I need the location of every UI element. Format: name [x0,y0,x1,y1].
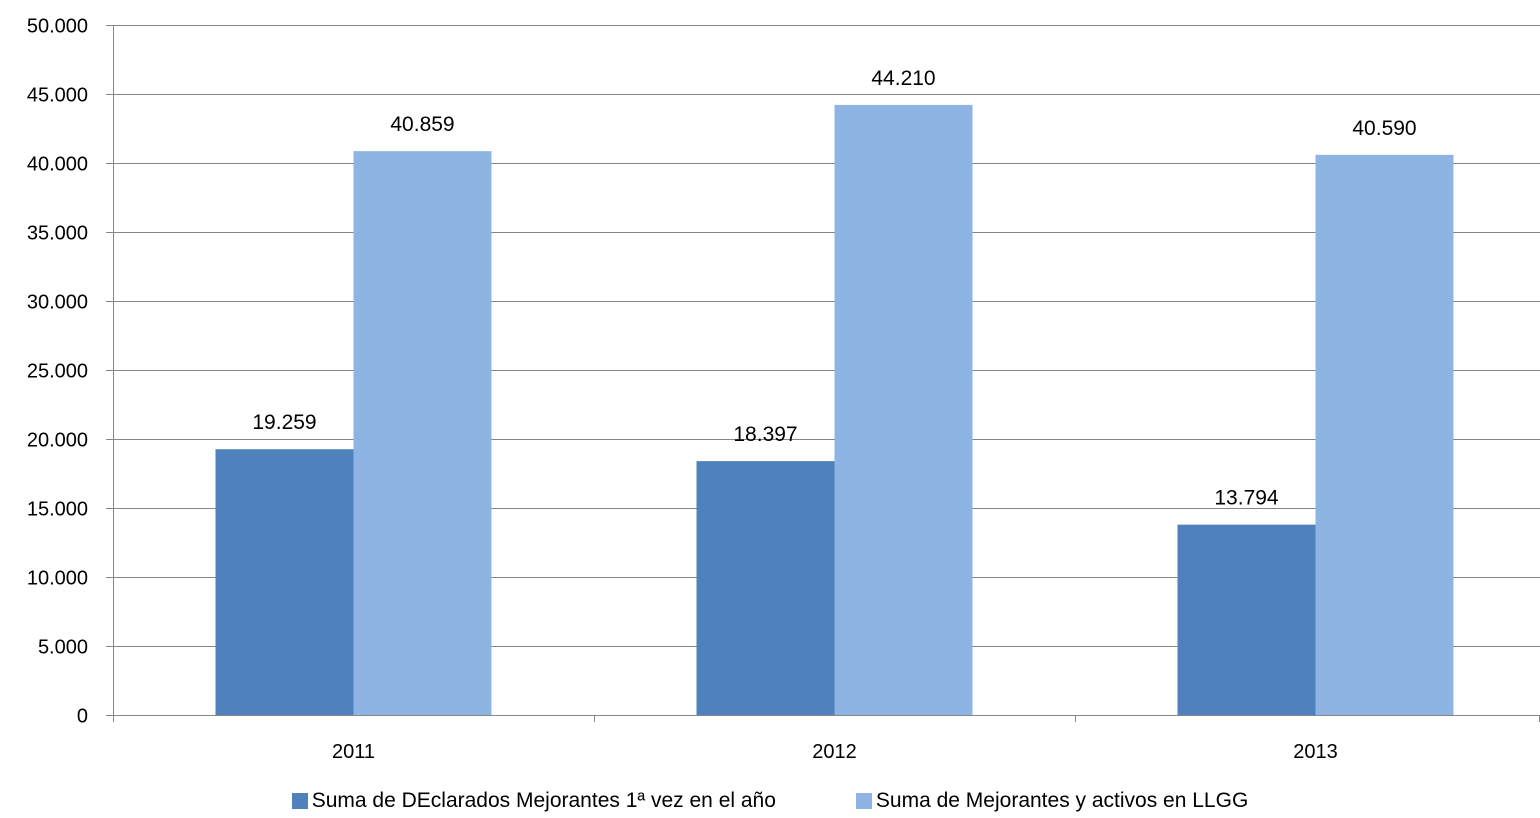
y-tick-label: 20.000 [27,430,88,452]
x-tick-label-2012: 2012 [812,741,857,763]
y-tick-labels: 0 5.000 10.000 15.000 20.000 25.000 30.000 35.0… [27,16,88,728]
y-tick-label: 15.000 [27,499,88,521]
data-label-2011-series-2: 40.859 [390,113,454,136]
legend-label-series-1: Suma de DEclarados Mejorantes 1ª vez en … [311,789,776,812]
x-tick-label-2013: 2013 [1293,741,1338,763]
y-tick-label: 30.000 [27,292,88,314]
y-tick-label: 5.000 [38,637,88,659]
legend: Suma de DEclarados Mejorantes 1ª vez en … [0,786,1540,816]
bar-2012-series-2 [834,104,973,716]
legend-label-series-2: Suma de Mejorantes y activos en LLGG [875,789,1249,812]
legend-swatch-series-2 [855,793,872,809]
data-label-2012-series-1: 18.397 [733,423,797,446]
legend-item-series-2: Suma de Mejorantes y activos en LLGG [855,789,1249,813]
data-label-2013-series-2: 40.590 [1352,117,1416,140]
y-tick-label: 40.000 [27,154,88,176]
bar-2013-series-1 [1177,524,1316,715]
bar-2011-series-2 [353,151,492,715]
y-tick-label: 25.000 [27,361,88,383]
data-labels: 19.259 40.859 18.397 44.210 13.794 40.590 [252,67,1416,510]
data-label-2013-series-1: 13.794 [1214,487,1279,510]
axes [106,25,1540,722]
x-tick-labels: 2011 2012 2013 [332,741,1338,763]
x-tick-label-2011: 2011 [332,741,375,763]
legend-item-series-1: Suma de DEclarados Mejorantes 1ª vez en … [291,789,776,813]
y-tick-label: 45.000 [27,85,88,107]
data-label-2012-series-2: 44.210 [871,67,935,90]
data-label-2011-series-1: 19.259 [252,411,316,434]
y-tick-label: 0 [77,706,88,728]
bar-2012-series-1 [696,461,835,715]
y-tick-label: 35.000 [27,223,88,245]
y-tick-label: 50.000 [27,16,88,38]
y-tick-label: 10.000 [27,568,88,590]
legend-swatch-series-1 [291,793,308,809]
bar-2011-series-1 [215,449,354,715]
bar-2013-series-2 [1315,154,1454,715]
bars [215,104,1454,716]
